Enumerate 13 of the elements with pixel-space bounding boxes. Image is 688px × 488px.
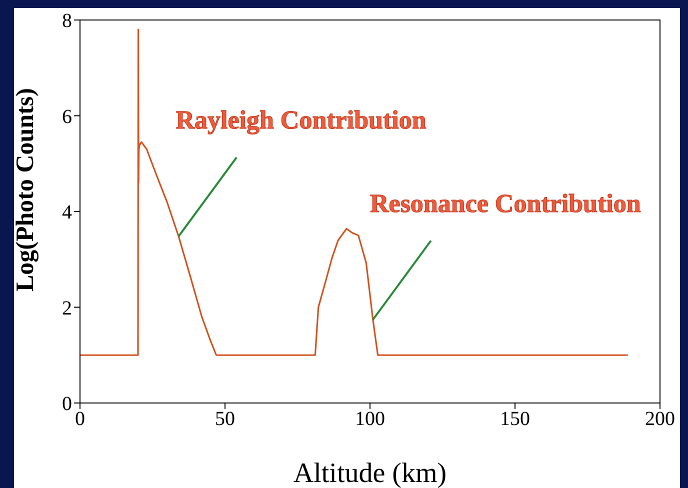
y-tick-label: 0: [62, 393, 72, 416]
x-tick-label: 100: [355, 408, 385, 430]
x-axis-title: Altitude (km): [293, 458, 447, 488]
x-tick-label: 200: [645, 408, 675, 430]
x-tick-label: 50: [215, 408, 235, 430]
y-tick-label: 4: [62, 202, 72, 224]
y-tick-label: 8: [62, 10, 72, 32]
annotation: Resonance Contribution: [370, 188, 642, 218]
x-tick-label: 150: [500, 408, 530, 430]
y-axis-title: Log(Photo Counts): [12, 88, 39, 292]
annotation: Rayleigh Contribution: [176, 106, 427, 135]
y-tick-label: 6: [62, 106, 72, 128]
y-tick-label: 2: [62, 297, 72, 320]
